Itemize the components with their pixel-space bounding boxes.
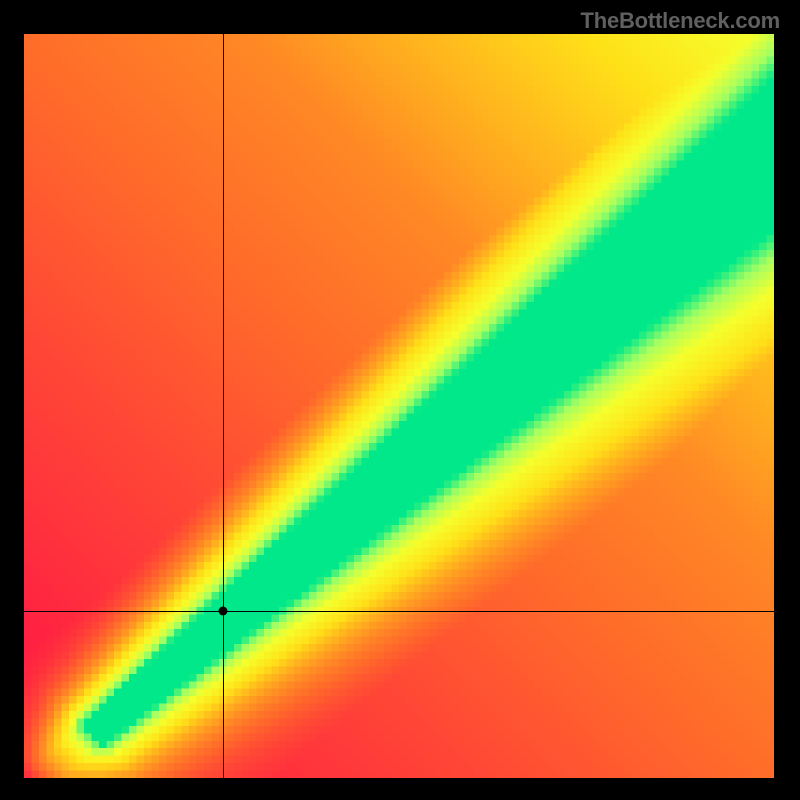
heatmap-canvas: [24, 34, 774, 778]
crosshair-horizontal: [24, 611, 774, 612]
watermark-text: TheBottleneck.com: [580, 8, 780, 34]
marker-point: [218, 606, 227, 615]
crosshair-vertical: [223, 34, 224, 778]
plot-area: [24, 34, 774, 778]
